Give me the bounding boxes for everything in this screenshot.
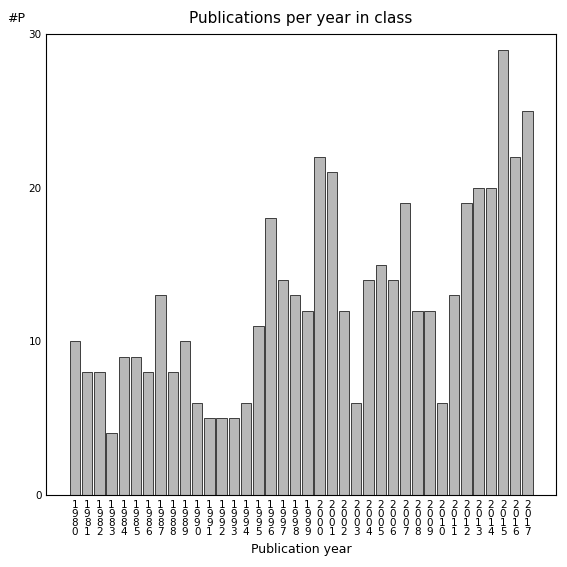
Bar bbox=[253, 326, 264, 495]
Bar bbox=[94, 372, 104, 495]
Bar bbox=[278, 280, 288, 495]
Title: Publications per year in class: Publications per year in class bbox=[189, 11, 413, 26]
Y-axis label: #P: #P bbox=[7, 12, 25, 25]
Bar bbox=[82, 372, 92, 495]
Bar bbox=[522, 111, 533, 495]
Bar bbox=[425, 311, 435, 495]
Bar bbox=[241, 403, 251, 495]
Bar bbox=[449, 295, 459, 495]
Bar bbox=[167, 372, 178, 495]
Bar bbox=[70, 341, 80, 495]
Bar bbox=[155, 295, 166, 495]
Bar bbox=[437, 403, 447, 495]
X-axis label: Publication year: Publication year bbox=[251, 543, 352, 556]
Bar bbox=[498, 49, 508, 495]
Bar bbox=[375, 265, 386, 495]
Bar bbox=[107, 433, 117, 495]
Bar bbox=[510, 157, 521, 495]
Bar bbox=[180, 341, 190, 495]
Bar bbox=[290, 295, 301, 495]
Bar bbox=[339, 311, 349, 495]
Bar bbox=[363, 280, 374, 495]
Bar bbox=[265, 218, 276, 495]
Bar bbox=[327, 172, 337, 495]
Bar bbox=[302, 311, 312, 495]
Bar bbox=[412, 311, 422, 495]
Bar bbox=[351, 403, 361, 495]
Bar bbox=[204, 418, 215, 495]
Bar bbox=[388, 280, 398, 495]
Bar bbox=[485, 188, 496, 495]
Bar bbox=[217, 418, 227, 495]
Bar bbox=[143, 372, 154, 495]
Bar bbox=[119, 357, 129, 495]
Bar bbox=[400, 203, 411, 495]
Bar bbox=[473, 188, 484, 495]
Bar bbox=[314, 157, 325, 495]
Bar bbox=[461, 203, 472, 495]
Bar bbox=[229, 418, 239, 495]
Bar bbox=[131, 357, 141, 495]
Bar bbox=[192, 403, 202, 495]
